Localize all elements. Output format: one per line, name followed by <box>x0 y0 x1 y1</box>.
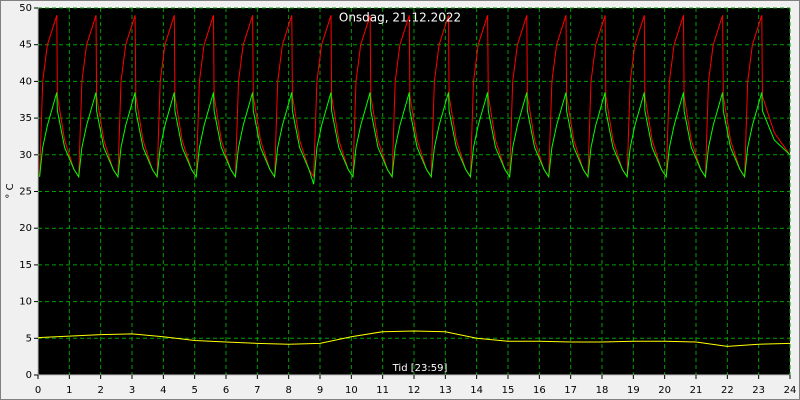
y-tick-label: 30 <box>19 150 32 161</box>
x-tick-label: 2 <box>97 385 103 396</box>
x-tick-label: 6 <box>223 385 229 396</box>
y-tick-label: 20 <box>19 223 32 234</box>
y-tick-label: 10 <box>19 297 32 308</box>
x-axis-label: Tid [23:59] <box>392 363 448 374</box>
x-tick-label: 7 <box>254 385 260 396</box>
y-tick-label: 25 <box>19 187 32 198</box>
y-tick-label: 15 <box>19 260 32 271</box>
x-tick-label: 21 <box>690 385 703 396</box>
x-tick-label: 22 <box>721 385 734 396</box>
x-tick-label: 13 <box>439 385 452 396</box>
x-tick-label: 16 <box>533 385 546 396</box>
data-line <box>37 330 791 347</box>
y-axis-label: ° C <box>5 183 16 198</box>
x-tick-label: 12 <box>408 385 421 396</box>
lines <box>37 15 791 347</box>
x-tick-label: 8 <box>285 385 291 396</box>
y-tick-label: 50 <box>19 3 32 14</box>
x-tick-label: 1 <box>66 385 72 396</box>
x-tick-label: 24 <box>784 385 797 396</box>
x-tick-label: 9 <box>317 385 323 396</box>
x-tick-label: 10 <box>345 385 358 396</box>
x-tick-label: 4 <box>160 385 166 396</box>
y-tick-label: 45 <box>19 40 32 51</box>
x-tick-label: 18 <box>596 385 609 396</box>
x-tick-label: 3 <box>129 385 135 396</box>
x-tick-label: 11 <box>376 385 389 396</box>
data-line <box>39 92 791 185</box>
x-tick-label: 20 <box>658 385 671 396</box>
x-tick-label: 17 <box>564 385 577 396</box>
y-tick-label: 5 <box>26 333 32 344</box>
y-tick-label: 35 <box>19 113 32 124</box>
x-tick-label: 15 <box>502 385 515 396</box>
y-tick-label: 0 <box>26 370 32 381</box>
y-tick-label: 40 <box>19 76 32 87</box>
x-tick-label: 19 <box>627 385 640 396</box>
data-line <box>39 15 791 179</box>
x-tick-label: 5 <box>191 385 197 396</box>
x-tick-label: 23 <box>752 385 765 396</box>
x-tick-label: 0 <box>35 385 41 396</box>
x-tick-label: 14 <box>470 385 483 396</box>
chart-title: Onsdag, 21.12.2022 <box>339 11 461 25</box>
